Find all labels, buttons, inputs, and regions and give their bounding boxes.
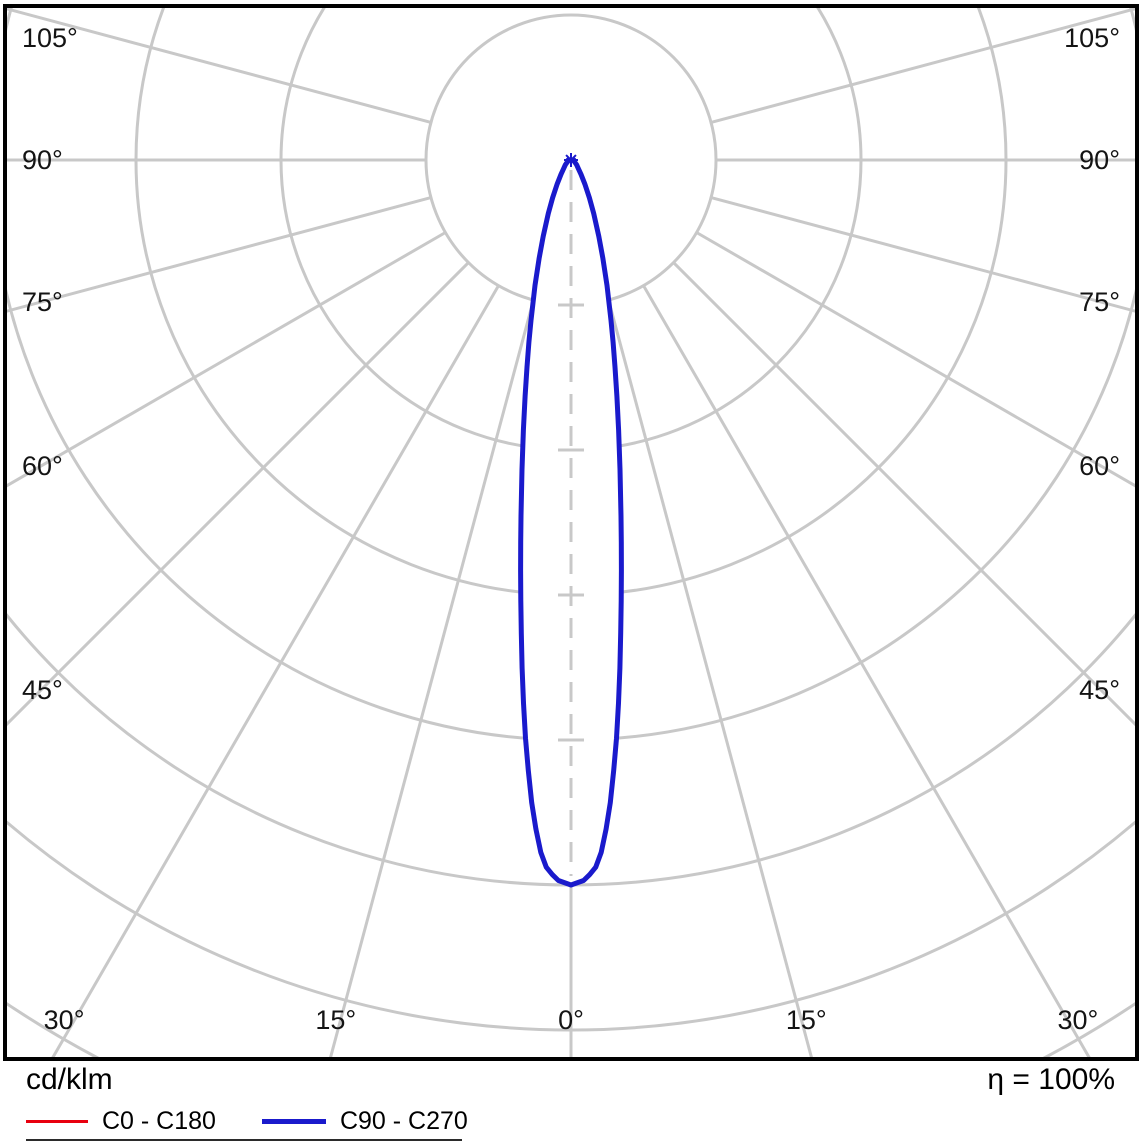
legend-label-c0: C0 - C180: [102, 1107, 216, 1135]
angle-label: 105°: [1064, 23, 1120, 53]
angle-label: 0°: [558, 1005, 584, 1035]
grid-radial: [7, 8, 432, 124]
legend-swatch-c0: [26, 1120, 88, 1123]
grid-radial: [672, 261, 1135, 727]
grid-radial: [695, 231, 1135, 488]
angle-label: 30°: [1057, 1005, 1098, 1035]
angle-label: 105°: [22, 23, 78, 53]
angle-label: 45°: [22, 675, 63, 705]
grid-radial: [329, 299, 535, 1057]
grid-radial: [710, 8, 1135, 124]
grid-radial: [7, 231, 447, 488]
chart-footer: cd/klm η = 100% C0 - C180 C90 - C270: [0, 1061, 1143, 1143]
legend-swatch-c90: [261, 1119, 326, 1124]
grid-radial: [7, 261, 470, 727]
angle-label: 75°: [1079, 287, 1120, 317]
polar-chart: 105° 105° 90° 90° 75° 75° 60° 60° 45° 45° 30° 30° 15…: [7, 8, 1135, 1057]
grid-radial: [710, 196, 1135, 313]
angle-label: 30°: [44, 1005, 85, 1035]
grid-radial: [51, 284, 500, 1057]
grid-radial: [7, 196, 432, 313]
grid-radial: [607, 299, 813, 1057]
angle-label: 75°: [22, 287, 63, 317]
angle-label: 90°: [1079, 145, 1120, 175]
angle-label: 60°: [1079, 451, 1120, 481]
angle-label: 60°: [22, 451, 63, 481]
units-label: cd/klm: [26, 1063, 113, 1096]
angle-label: 15°: [315, 1005, 356, 1035]
legend-label-c90: C90 - C270: [339, 1107, 468, 1135]
plot-frame: 105° 105° 90° 90° 75° 75° 60° 60° 45° 45° 30° 30° 15…: [3, 4, 1139, 1061]
legend-underline: [26, 1139, 462, 1141]
efficiency-label: η = 100%: [987, 1063, 1115, 1096]
angle-label: 90°: [22, 145, 63, 175]
angle-label: 15°: [786, 1005, 827, 1035]
legend: C0 - C180 C90 - C270: [26, 1107, 468, 1136]
grid-radial: [642, 284, 1091, 1057]
angle-label: 45°: [1079, 675, 1120, 705]
peak-star-marker: [565, 154, 577, 166]
